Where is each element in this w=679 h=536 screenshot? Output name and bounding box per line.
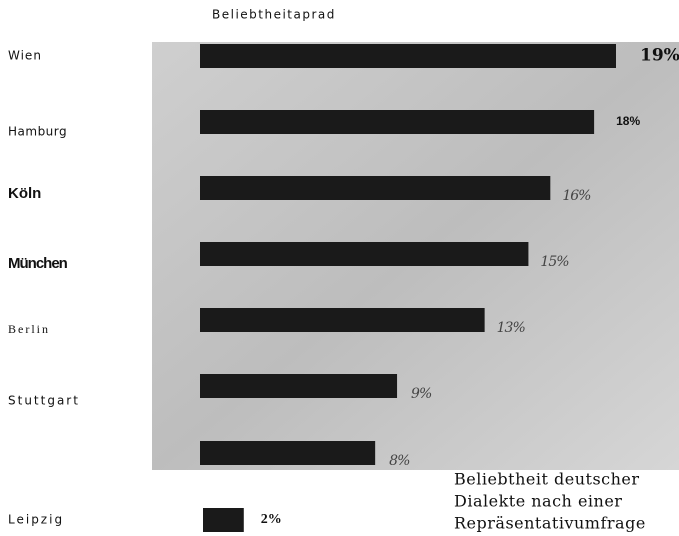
- value-label: 13%: [497, 320, 526, 336]
- value-label: 8%: [389, 453, 410, 469]
- bar: [200, 308, 485, 332]
- bar: [200, 441, 376, 465]
- bar: [203, 508, 244, 532]
- bar: [200, 374, 398, 398]
- category-label: Berlin: [8, 322, 50, 336]
- value-label: 9%: [411, 386, 432, 402]
- annotation-line: Dialekte nach einer: [454, 492, 622, 511]
- category-label: Stuttgart: [8, 394, 80, 408]
- category-label: Hamburg: [8, 125, 67, 139]
- bar: [200, 44, 616, 68]
- bar: [200, 242, 529, 266]
- chart-title: Beliebtheitaprad: [212, 8, 336, 22]
- bar: [200, 110, 595, 134]
- bar: [200, 176, 551, 200]
- value-label: 2%: [261, 512, 282, 527]
- category-label: München: [8, 255, 68, 272]
- category-label: Leipzig: [8, 513, 64, 527]
- value-label: 19%: [640, 46, 679, 66]
- value-label: 16%: [562, 188, 591, 204]
- value-label: 18%: [616, 114, 640, 128]
- annotation-line: Beliebtheit deutscher: [454, 470, 640, 489]
- annotation-line: Repräsentativumfrage: [454, 514, 646, 533]
- value-label: 15%: [540, 254, 569, 270]
- category-label: Köln: [8, 185, 41, 202]
- annotation: Beliebtheit deutscher Dialekte nach einer…: [454, 470, 646, 533]
- category-label: Wien: [8, 49, 42, 63]
